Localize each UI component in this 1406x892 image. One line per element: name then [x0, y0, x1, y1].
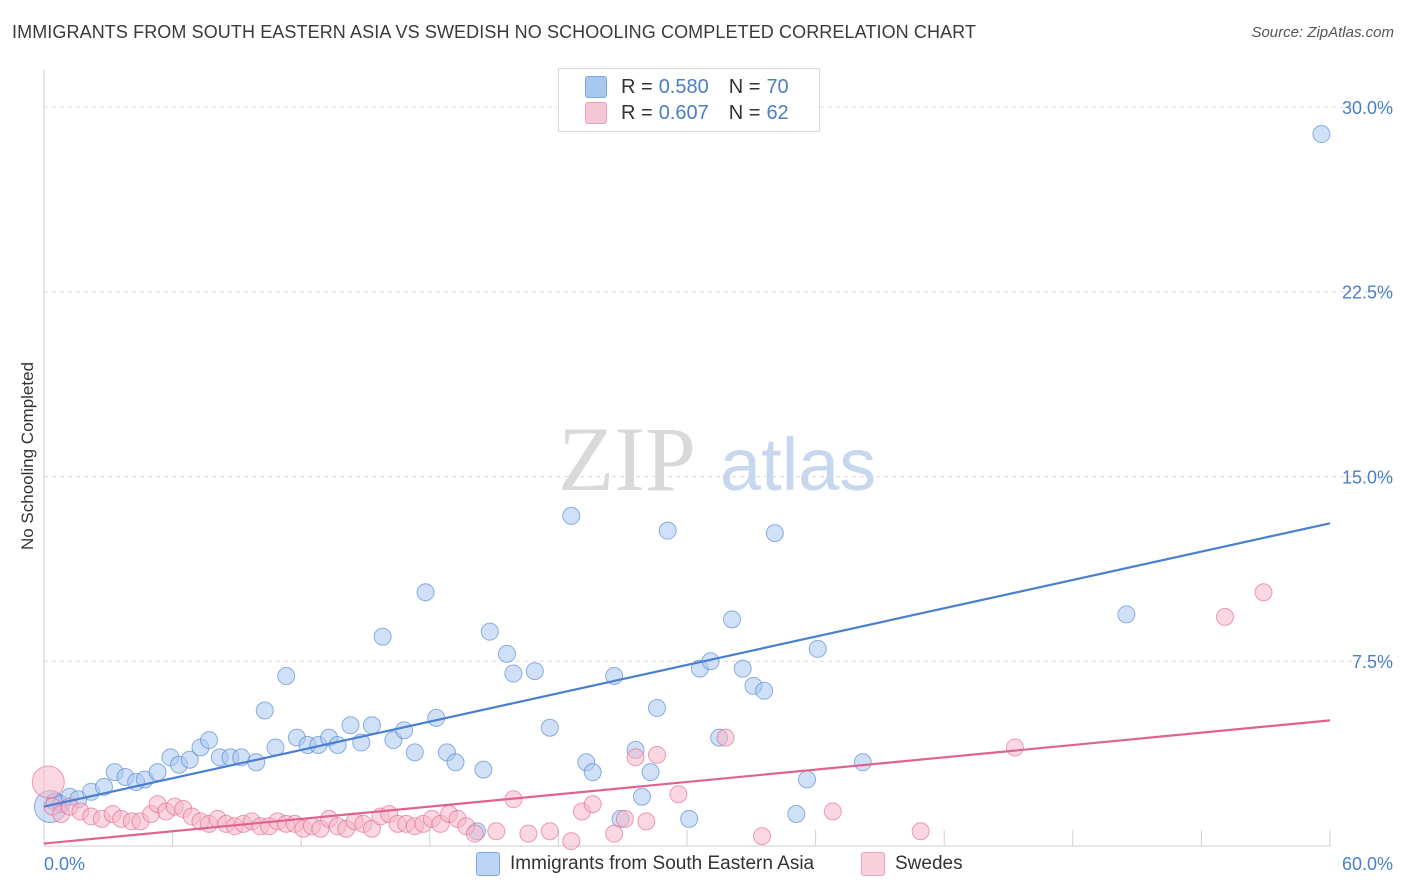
data-point: [525, 662, 544, 681]
trend-line-1: [43, 719, 1331, 845]
series-swedes-points: [31, 583, 1273, 851]
legend-item-immigrants: Immigrants from South Eastern Asia: [476, 852, 814, 876]
y-tick-label: 15.0%: [1342, 467, 1393, 487]
y-tick-label: 30.0%: [1342, 98, 1393, 118]
data-point: [480, 622, 499, 641]
data-point: [328, 735, 347, 754]
data-point: [1117, 605, 1136, 624]
data-point: [497, 644, 516, 663]
legend-r-label: R =: [621, 101, 653, 124]
legend-r-label: R =: [621, 75, 653, 98]
data-point: [615, 809, 634, 828]
data-point: [446, 753, 465, 772]
data-point: [733, 659, 752, 678]
data-point: [504, 664, 523, 683]
legend-n-value: 70: [766, 75, 789, 98]
data-point: [148, 763, 167, 782]
watermark-zip: ZIP: [558, 408, 696, 510]
data-point: [765, 524, 784, 543]
legend-n-value: 62: [766, 101, 789, 124]
data-point: [1312, 125, 1331, 144]
data-point: [416, 583, 435, 602]
legend-n-label: N =: [728, 101, 761, 124]
data-point: [1254, 583, 1273, 602]
data-point: [808, 639, 827, 658]
legend-r-value: 0.607: [658, 101, 709, 124]
data-point: [583, 763, 602, 782]
data-point: [669, 785, 688, 804]
data-point: [632, 787, 651, 806]
data-point: [755, 681, 774, 700]
data-point: [647, 699, 666, 718]
x-tick-label: 60.0%: [1342, 854, 1393, 874]
legend-row-swedes: R = 0.607 N = 62: [585, 101, 789, 125]
data-point: [853, 753, 872, 772]
data-point: [823, 802, 842, 821]
data-point: [31, 765, 65, 799]
data-point: [647, 745, 666, 764]
data-point: [1005, 738, 1024, 757]
x-tick-label: 0.0%: [44, 854, 85, 874]
legend-label-immigrants: Immigrants from South Eastern Asia: [510, 853, 815, 874]
data-point: [95, 777, 114, 796]
data-point: [373, 627, 392, 646]
data-point: [637, 812, 656, 831]
y-tick-label: 22.5%: [1342, 283, 1393, 303]
data-point: [716, 728, 735, 747]
correlation-legend: R = 0.580 N = 70 R = 0.607 N = 62: [558, 68, 820, 132]
data-point: [487, 822, 506, 841]
legend-row-immigrants: R = 0.580 N = 70: [585, 75, 789, 99]
tick-labels: 7.5% 15.0% 22.5% 30.0% 0.0% 60.0%: [44, 98, 1393, 874]
legend-swatch-immigrants: [476, 852, 500, 876]
data-point: [395, 721, 414, 740]
watermark-atlas: atlas: [720, 423, 876, 506]
data-point: [200, 731, 219, 750]
data-point: [341, 716, 360, 735]
data-point: [1215, 607, 1234, 626]
data-point: [562, 832, 581, 851]
data-point: [362, 716, 381, 735]
data-point: [362, 819, 381, 838]
data-point: [753, 827, 772, 846]
data-point: [519, 824, 538, 843]
data-point: [680, 809, 699, 828]
trend-line-0: [43, 522, 1331, 808]
data-point: [540, 718, 559, 737]
legend-n-label: N =: [728, 75, 761, 98]
data-point: [562, 506, 581, 525]
data-point: [641, 763, 660, 782]
data-point: [465, 824, 484, 843]
data-point: [723, 610, 742, 629]
data-point: [605, 824, 624, 843]
data-point: [787, 804, 806, 823]
legend-swatch-swedes: [861, 852, 885, 876]
data-point: [474, 760, 493, 779]
data-point: [180, 750, 199, 769]
data-point: [626, 748, 645, 767]
legend-label-swedes: Swedes: [895, 853, 963, 874]
data-point: [911, 822, 930, 841]
gridlines: [44, 106, 1392, 662]
source-label: Source: ZipAtlas.com: [1251, 24, 1394, 41]
legend-item-swedes: Swedes: [861, 852, 963, 876]
data-point: [583, 795, 602, 814]
data-point: [540, 822, 559, 841]
data-point: [405, 743, 424, 762]
legend-swatch-swedes: [585, 102, 607, 124]
data-point: [798, 770, 817, 789]
data-point: [255, 701, 274, 720]
series-legend: Immigrants from South Eastern Asia Swede…: [0, 852, 1406, 878]
legend-r-value: 0.580: [658, 75, 709, 98]
data-point: [277, 667, 296, 686]
data-point: [658, 521, 677, 540]
legend-swatch-immigrants: [585, 76, 607, 98]
chart-title: IMMIGRANTS FROM SOUTH EASTERN ASIA VS SW…: [12, 22, 977, 42]
y-tick-label: 7.5%: [1352, 652, 1393, 672]
trend-lines: [43, 522, 1331, 845]
